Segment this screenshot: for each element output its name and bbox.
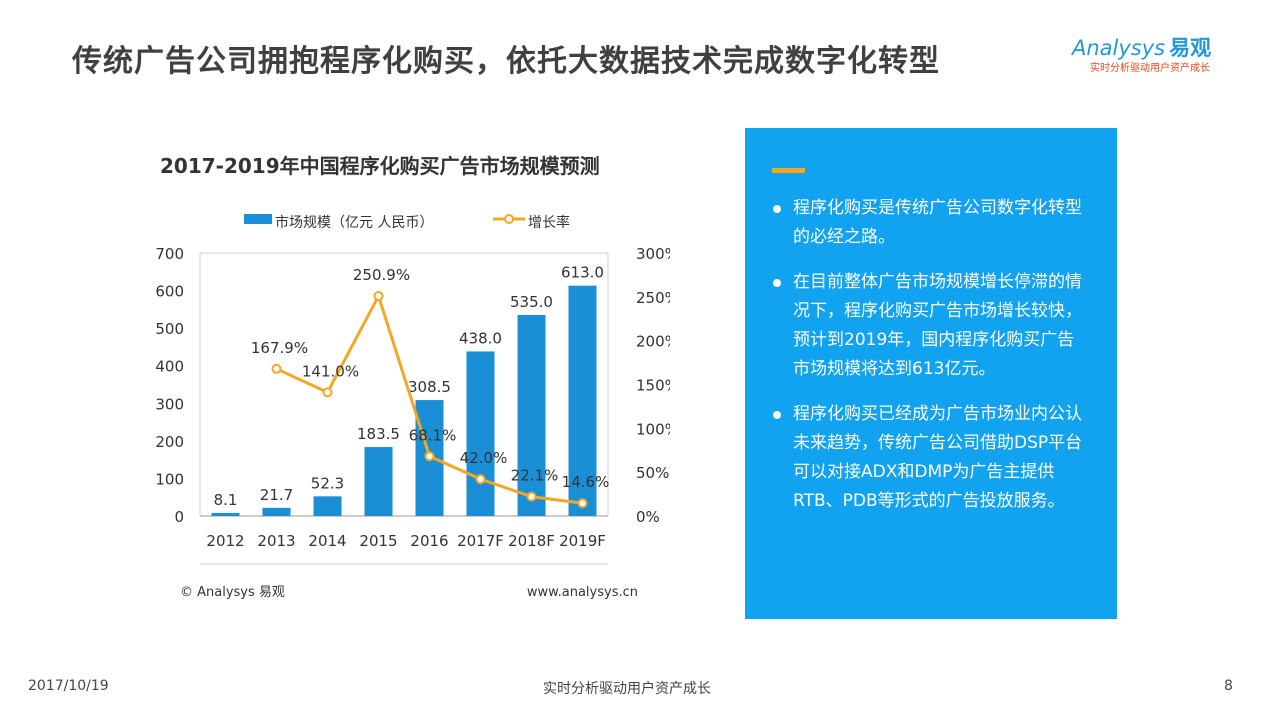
bar-value-label: 613.0 [561,264,604,282]
y-left-tick-label: 100 [155,470,184,488]
x-tick-label: 2019F [559,532,606,550]
bar-value-label: 8.1 [214,491,238,509]
y-right-tick-label: 250% [636,289,670,307]
footer-date: 2017/10/19 [28,678,109,694]
bar-value-label: 438.0 [459,329,502,347]
bullet-item: 程序化购买是传统广告公司数字化转型的必经之路。 [771,194,1091,252]
y-left-tick-label: 0 [174,508,184,526]
logo-brand-cn: 易观 [1169,36,1212,60]
growth-value-label: 42.0% [460,449,508,467]
bar-value-label: 535.0 [510,293,553,311]
bar-value-label: 52.3 [311,474,344,492]
bullet-list: 程序化购买是传统广告公司数字化转型的必经之路。 在目前整体广告市场规模增长停滞的… [771,194,1091,532]
y-left-tick-label: 400 [155,358,184,376]
growth-value-label: 68.1% [409,426,457,444]
summary-panel: 程序化购买是传统广告公司数字化转型的必经之路。 在目前整体广告市场规模增长停滞的… [745,128,1117,619]
growth-point-2015 [373,291,384,302]
x-tick-label: 2016 [410,532,448,550]
bullet-dot-icon [773,205,781,213]
bar-value-label: 21.7 [260,486,293,504]
y-right-tick-label: 0% [636,508,660,526]
bullet-text: 程序化购买已经成为广告市场业内公认未来趋势，传统广告公司借助DSP平台可以对接A… [793,404,1083,511]
y-right-tick-label: 100% [636,420,670,438]
y-left-tick-label: 500 [155,320,184,338]
x-tick-label: 2013 [257,532,295,550]
bullet-item: 在目前整体广告市场规模增长停滞的情况下，程序化购买广告市场增长较快，预计到201… [771,268,1091,384]
y-right-tick-label: 150% [636,377,670,395]
growth-point-2014 [322,387,333,398]
growth-value-label: 14.6% [562,473,610,491]
chart-url: www.analysys.cn [527,585,638,600]
bar-value-label: 308.5 [408,378,451,396]
y-right-tick-label: 300% [636,245,670,263]
legend-bar-label: 市场规模（亿元 人民币） [275,214,433,231]
bullet-dot-icon [773,411,781,419]
growth-point-2018F [526,491,537,502]
footer-slogan: 实时分析驱动用户资产成长 [543,681,711,697]
growth-value-label: 167.9% [251,339,308,357]
logo-brand: Analysys 易观 [1072,32,1211,62]
legend-bar-swatch [244,214,272,224]
y-right-tick-label: 200% [636,333,670,351]
bullet-text: 程序化购买是传统广告公司数字化转型的必经之路。 [793,198,1082,247]
bar-2018F [517,314,546,516]
bar-2019F [568,285,597,516]
market-size-chart: 市场规模（亿元 人民币） 增长率 0 100 200 300 400 500 600 700 0% 5… [155,214,670,600]
chart-title: 2017-2019年中国程序化购买广告市场规模预测 [160,154,600,178]
bar-2015 [364,447,393,516]
bar-2012 [211,512,240,516]
y-left-tick-label: 300 [155,395,184,413]
growth-value-label: 22.1% [511,467,559,485]
growth-point-2017F [475,474,486,485]
chart-source: © Analysys 易观 [180,585,285,600]
x-tick-label: 2014 [308,532,346,550]
legend-line-label: 增长率 [528,214,570,231]
x-tick-label: 2012 [206,532,244,550]
y-right-tick-label: 50% [636,464,669,482]
bar-2014 [313,496,342,516]
growth-value-label: 250.9% [353,266,410,284]
page-title: 传统广告公司拥抱程序化购买，依托大数据技术完成数字化转型 [72,44,940,79]
growth-point-2016 [424,451,435,462]
y-left-tick-label: 600 [155,283,184,301]
y-left-tick-label: 700 [155,245,184,263]
y-left-tick-label: 200 [155,433,184,451]
x-tick-label: 2018F [508,532,555,550]
bar-2017F [466,351,495,516]
growth-value-label: 141.0% [302,362,359,380]
growth-point-2019F [577,498,588,509]
legend-line-marker [504,214,514,224]
bullet-dot-icon [773,279,781,287]
footer-page-number: 8 [1224,678,1233,694]
growth-point-2013 [271,363,282,374]
x-tick-label: 2017F [457,532,504,550]
bullet-item: 程序化购买已经成为广告市场业内公认未来趋势，传统广告公司借助DSP平台可以对接A… [771,400,1091,516]
analysys-logo: Analysys 易观 实时分析驱动用户资产成长 [1072,32,1232,76]
bullet-text: 在目前整体广告市场规模增长停滞的情况下，程序化购买广告市场增长较快，预计到201… [793,272,1082,379]
bar-2013 [262,507,291,516]
bar-value-label: 183.5 [357,425,400,443]
logo-brand-en: Analysys [1072,36,1166,60]
panel-accent-bar [772,168,805,173]
x-tick-label: 2015 [359,532,397,550]
logo-slogan: 实时分析驱动用户资产成长 [1090,63,1210,74]
